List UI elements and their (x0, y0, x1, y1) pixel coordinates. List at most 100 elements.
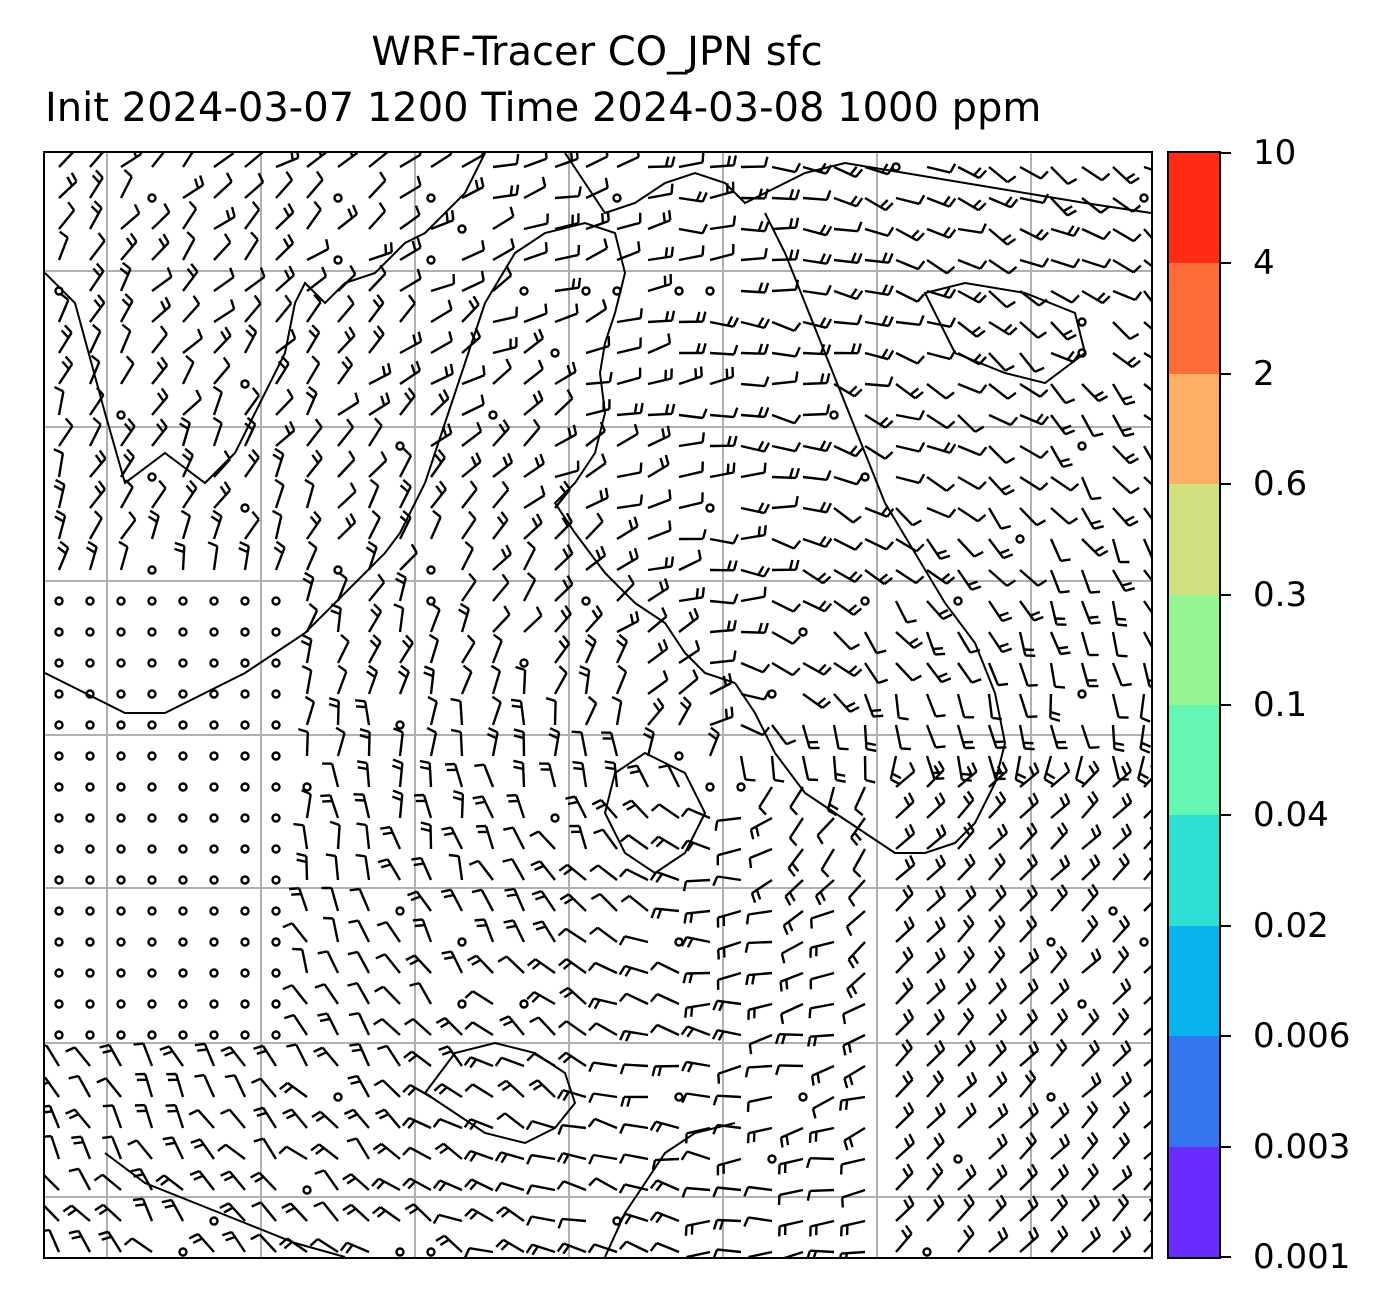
wind-barb (1018, 662, 1038, 687)
wind-barb (1080, 507, 1105, 530)
wind-barb (1080, 414, 1104, 438)
wind-barb (585, 299, 608, 324)
wind-barb (342, 1173, 370, 1191)
wind-barb (1050, 822, 1069, 850)
colorbar-tick (1221, 372, 1231, 375)
wind-barb (244, 510, 260, 540)
wind-barb (523, 390, 544, 416)
calm-wind-circle (240, 720, 250, 730)
wind-barb (411, 856, 433, 881)
wind-barb (99, 1043, 123, 1067)
wind-barb (782, 910, 804, 936)
wind-barb (619, 1029, 649, 1042)
wind-barb (213, 153, 235, 168)
wind-barb (130, 1167, 154, 1191)
wind-barb (771, 217, 800, 231)
wind-barb (778, 1219, 804, 1237)
wind-barb (1081, 883, 1099, 912)
calm-wind-circle (54, 875, 64, 885)
calm-wind-circle (705, 286, 715, 296)
wind-barb (182, 479, 198, 509)
wind-barb (894, 693, 909, 721)
wind-barb (649, 992, 680, 1006)
wind-barb (461, 572, 477, 602)
calm-wind-circle (116, 596, 126, 606)
calm-wind-circle (240, 968, 250, 978)
wind-barb (681, 1186, 711, 1198)
wind-barb (864, 444, 894, 460)
wind-barb (58, 172, 78, 199)
wind-barb (556, 1152, 587, 1164)
wind-barb (740, 622, 769, 634)
wind-barb (643, 726, 655, 757)
wind-barb (647, 454, 670, 479)
wind-barb (1081, 760, 1100, 788)
wind-barb (409, 981, 433, 1005)
wind-barb (89, 232, 106, 261)
wind-barb (647, 425, 671, 448)
wind-barb (367, 478, 380, 509)
wind-barb (620, 1095, 649, 1107)
calm-wind-circle (1015, 534, 1025, 544)
wind-barb (420, 821, 433, 850)
wind-barb (558, 958, 587, 974)
wind-barb (820, 848, 836, 878)
colorbar-tick-label: 0.3 (1253, 574, 1308, 615)
wind-barb (151, 296, 172, 323)
wind-barb (743, 1216, 773, 1227)
wind-barb (864, 505, 895, 518)
calm-wind-circle (147, 751, 157, 761)
wind-barb (1143, 1167, 1151, 1191)
wind-barb (305, 355, 321, 385)
colorbar-tick-label: 2 (1253, 353, 1275, 394)
wind-barb (57, 355, 74, 385)
wind-barb (393, 727, 404, 757)
calm-wind-circle (54, 813, 64, 823)
wind-barb (243, 416, 257, 447)
wind-barb (1081, 1039, 1101, 1067)
wind-barb (802, 224, 833, 237)
wind-barb (590, 892, 618, 912)
wind-barb (591, 798, 618, 819)
wind-barb (850, 817, 866, 847)
wind-barb (680, 936, 711, 948)
wind-barb (1081, 383, 1109, 403)
wind-barb (833, 343, 862, 355)
wind-barb (864, 537, 895, 551)
calm-wind-circle (240, 627, 250, 637)
wind-barb (1019, 193, 1050, 205)
wind-barb (523, 513, 543, 540)
wind-barb (1139, 693, 1151, 723)
wind-barb (496, 1112, 525, 1129)
wind-barb (988, 320, 1018, 336)
wind-barb (300, 634, 313, 664)
wind-barb (926, 1102, 946, 1129)
calm-wind-circle (147, 627, 157, 637)
wind-barb (1112, 1071, 1133, 1098)
wind-barb (709, 650, 737, 665)
wind-barb (771, 413, 802, 425)
wind-barb (89, 153, 104, 168)
wind-barb (957, 351, 987, 366)
wind-barb (843, 1064, 866, 1089)
wind-barb (404, 1017, 432, 1036)
wind-barb (1112, 321, 1140, 341)
wind-barb (1143, 165, 1151, 171)
wind-barb (678, 587, 705, 603)
wind-barb (522, 541, 536, 571)
calm-wind-circle (54, 689, 64, 699)
calm-wind-circle (147, 968, 157, 978)
wind-barb (54, 509, 67, 540)
wind-barb (68, 1229, 92, 1253)
wind-barb (1081, 166, 1111, 182)
wind-barb (1050, 197, 1077, 217)
calm-wind-circle (240, 937, 250, 947)
wind-barb (133, 1042, 154, 1067)
wind-barb (1050, 321, 1077, 341)
wind-barb (709, 344, 739, 356)
wind-barb (678, 432, 705, 448)
wind-barb (709, 366, 735, 386)
wind-barb (895, 409, 925, 421)
wind-barb (399, 205, 421, 230)
wind-barb (450, 697, 464, 726)
